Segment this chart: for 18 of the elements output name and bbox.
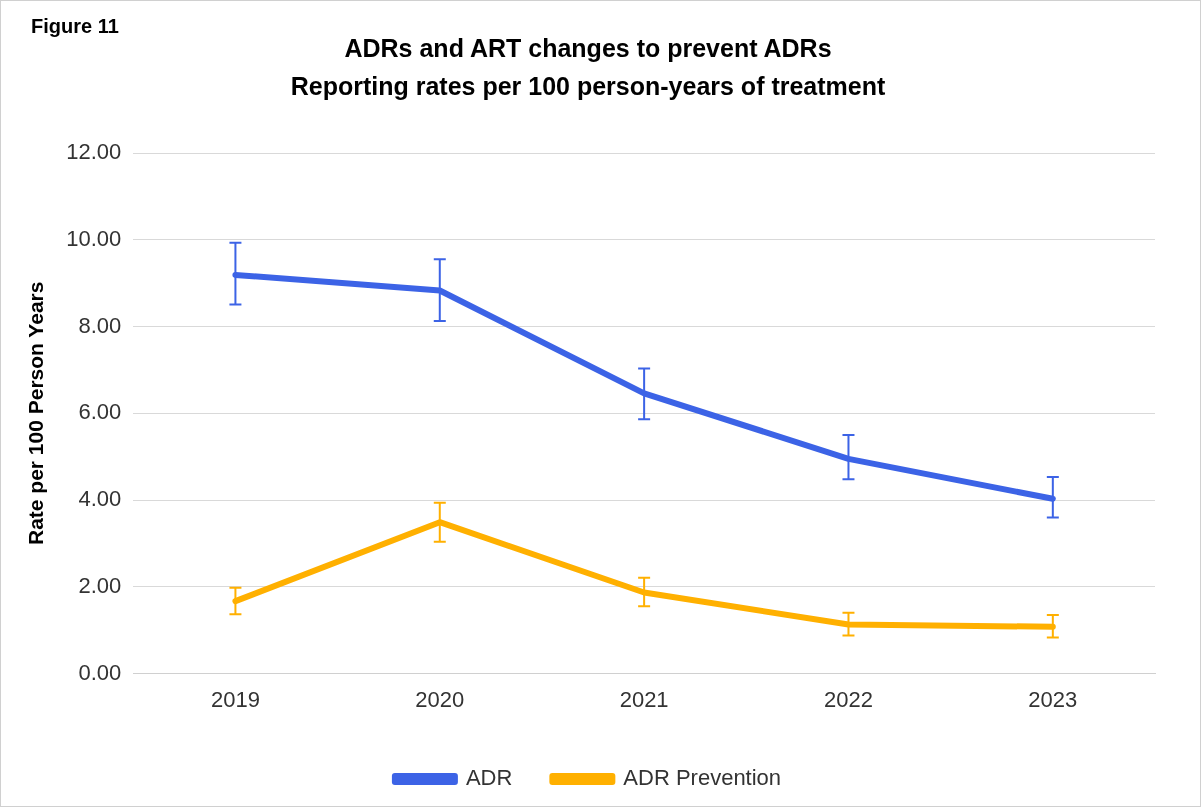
- caption: Figure 11: [31, 14, 119, 37]
- y-axis-title: Rate per 100 Person Years: [24, 281, 48, 546]
- y-tick-label: 12.00: [66, 139, 122, 165]
- x-tick-label: 2019: [210, 686, 260, 712]
- x-tick-label: 2021: [619, 686, 669, 712]
- chart-title: ADRs and ART changes to prevent ADRs: [344, 33, 832, 62]
- x-tick-label: 2022: [824, 686, 873, 712]
- y-tick-label: 0.00: [78, 659, 122, 685]
- y-tick-label: 6.00: [78, 399, 122, 425]
- y-tick-label: 8.00: [78, 312, 122, 338]
- legend-label: ADR: [465, 765, 513, 791]
- legend-label: ADR Prevention: [623, 765, 782, 791]
- chart-subtitle: Reporting rates per 100 person-years of treatment: [290, 71, 886, 100]
- y-tick-label: 2.00: [78, 572, 122, 598]
- x-tick-label: 2023: [1028, 686, 1078, 712]
- y-tick-label: 10.00: [66, 225, 122, 251]
- x-tick-label: 2020: [415, 686, 465, 712]
- y-tick-label: 4.00: [78, 486, 122, 512]
